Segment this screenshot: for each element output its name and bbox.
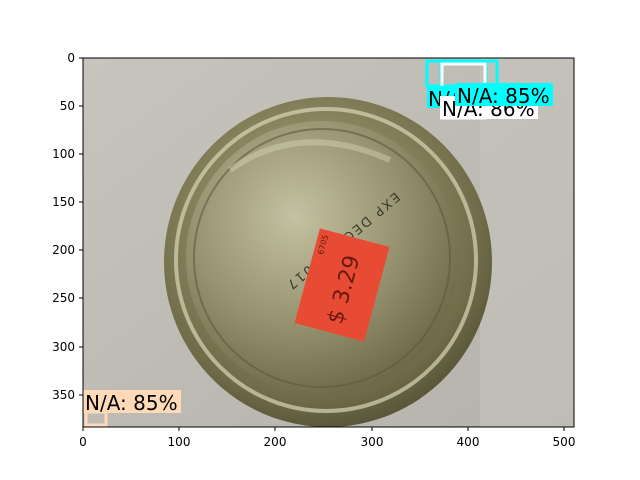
detection-label: N/A: 85%	[85, 391, 178, 415]
y-tick-label: 300	[52, 340, 75, 354]
y-axis: 0 50 100 150 200 250 300 350	[52, 51, 83, 402]
x-tick-label: 0	[79, 435, 87, 449]
y-tick-label: 150	[52, 195, 75, 209]
x-tick-label: 100	[168, 435, 191, 449]
photo: EXP DEC 26 2017 $ 3.29 6705	[83, 58, 574, 427]
price-sticker	[294, 228, 390, 342]
y-tick-label: 350	[52, 388, 75, 402]
x-tick-label: 400	[457, 435, 480, 449]
y-tick-label: 200	[52, 243, 75, 257]
detection-cluster-top: N/A: 85% N/A: 86% N/A: 85%	[425, 59, 553, 121]
x-tick-label: 300	[361, 435, 384, 449]
x-tick-label: 500	[553, 435, 576, 449]
x-axis: 0 100 200 300 400 500	[79, 427, 575, 449]
detection-cluster-bottom: N/A: 85%	[83, 390, 181, 427]
y-tick-label: 250	[52, 291, 75, 305]
x-tick-label: 200	[264, 435, 287, 449]
jar-lid-rim	[174, 107, 478, 413]
y-tick-label: 0	[67, 51, 75, 65]
detection-label: N/A: 85%	[457, 84, 550, 108]
axes-frame	[82, 57, 575, 428]
y-tick-label: 100	[52, 147, 75, 161]
y-tick-label: 50	[60, 99, 75, 113]
